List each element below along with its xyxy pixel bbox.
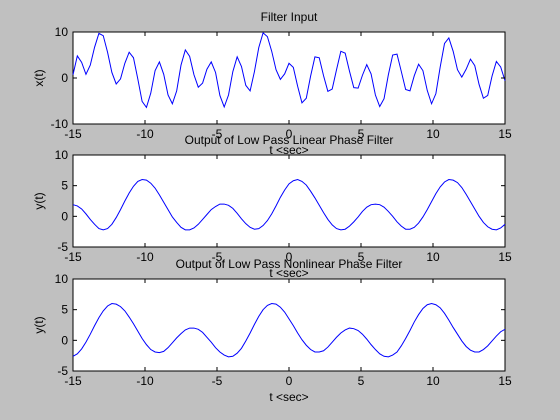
x-tick-label: -10 — [136, 374, 154, 388]
x-tick-label: -5 — [212, 250, 223, 264]
plot-title: Filter Input — [261, 10, 318, 24]
x-tick-label: 5 — [358, 127, 365, 141]
x-tick-label: 0 — [286, 250, 293, 264]
y-tick-label: 5 — [61, 179, 68, 193]
y-tick-group: -5 0 5 10 — [55, 272, 505, 378]
plot-area — [72, 278, 506, 372]
x-tick-label: -10 — [136, 127, 154, 141]
x-tick-label: -5 — [212, 127, 223, 141]
y-tick-label: -5 — [57, 364, 68, 378]
y-tick-label: 0 — [61, 333, 68, 347]
plot-title: Output of Low Pass Linear Phase Filter — [185, 133, 394, 147]
x-tick-label: 15 — [498, 127, 512, 141]
y-tick-group: -5 0 5 10 — [55, 148, 505, 254]
y-axis-label: x(t) — [32, 69, 46, 86]
plot-area — [72, 31, 506, 125]
x-axis-label: t <sec> — [269, 143, 308, 157]
x-tick-label: 5 — [358, 374, 365, 388]
y-tick-label: 5 — [61, 303, 68, 317]
x-axis-label: t <sec> — [269, 266, 308, 280]
series-line — [72, 179, 506, 231]
x-tick-label: 5 — [358, 250, 365, 264]
y-tick-label: -5 — [57, 240, 68, 254]
x-tick-label: -5 — [212, 374, 223, 388]
x-tick-label: 0 — [286, 127, 293, 141]
y-tick-label: 0 — [61, 71, 68, 85]
plot-area — [72, 154, 506, 248]
x-tick-label: -15 — [64, 374, 82, 388]
y-tick-label: 10 — [55, 148, 69, 162]
y-axis-label: y(t) — [32, 192, 46, 209]
y-tick-label: 0 — [61, 209, 68, 223]
x-tick-group: -15 -10 -5 0 5 10 15 — [64, 32, 512, 141]
y-tick-label: 10 — [55, 25, 69, 39]
x-tick-label: 10 — [426, 374, 440, 388]
panel-nonlinear-phase-output: -15 -10 -5 0 5 10 15 -5 0 5 10 Output of Low Pass… — [32, 257, 512, 404]
x-tick-label: 10 — [426, 250, 440, 264]
y-axis-label: y(t) — [32, 316, 46, 333]
y-tick-label: 10 — [55, 272, 69, 286]
x-axis-label: t <sec> — [269, 390, 308, 404]
series-line — [72, 32, 506, 109]
x-tick-label: -10 — [136, 250, 154, 264]
x-tick-label: -15 — [64, 250, 82, 264]
y-tick-group: -10 0 10 — [51, 25, 505, 131]
series-line — [72, 303, 506, 358]
y-tick-label: -10 — [51, 117, 69, 131]
x-tick-label: 0 — [286, 374, 293, 388]
x-tick-label: 15 — [498, 250, 512, 264]
x-tick-label: -15 — [64, 127, 82, 141]
x-tick-label: 15 — [498, 374, 512, 388]
x-tick-group: -15 -10 -5 0 5 10 15 — [64, 155, 512, 264]
x-tick-label: 10 — [426, 127, 440, 141]
panel-linear-phase-output: -15 -10 -5 0 5 10 15 -5 0 5 10 Output of Low Pass… — [32, 133, 512, 280]
x-tick-group: -15 -10 -5 0 5 10 15 — [64, 279, 512, 388]
plot-title: Output of Low Pass Nonlinear Phase Filte… — [176, 257, 403, 271]
